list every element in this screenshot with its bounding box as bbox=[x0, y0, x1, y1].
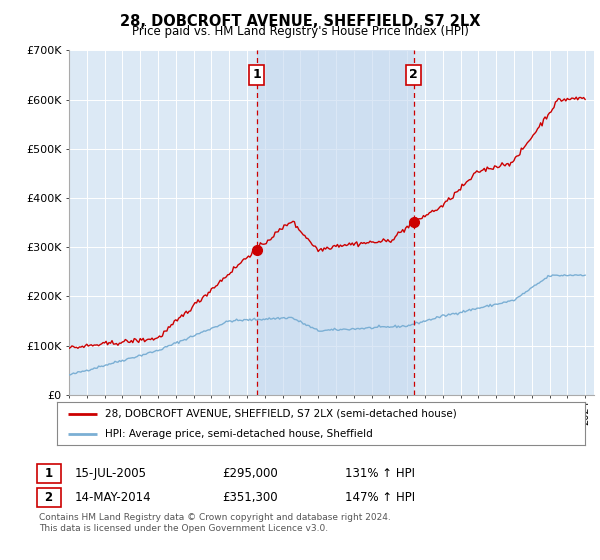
Text: 2: 2 bbox=[409, 68, 418, 82]
Text: Price paid vs. HM Land Registry's House Price Index (HPI): Price paid vs. HM Land Registry's House … bbox=[131, 25, 469, 38]
Text: HPI: Average price, semi-detached house, Sheffield: HPI: Average price, semi-detached house,… bbox=[104, 430, 372, 439]
Text: 1: 1 bbox=[252, 68, 261, 82]
Text: Contains HM Land Registry data © Crown copyright and database right 2024.: Contains HM Land Registry data © Crown c… bbox=[39, 513, 391, 522]
Text: £351,300: £351,300 bbox=[222, 491, 278, 504]
Text: 28, DOBCROFT AVENUE, SHEFFIELD, S7 2LX (semi-detached house): 28, DOBCROFT AVENUE, SHEFFIELD, S7 2LX (… bbox=[104, 409, 456, 419]
Text: 14-MAY-2014: 14-MAY-2014 bbox=[75, 491, 152, 504]
Text: 147% ↑ HPI: 147% ↑ HPI bbox=[345, 491, 415, 504]
Text: 131% ↑ HPI: 131% ↑ HPI bbox=[345, 466, 415, 480]
Bar bbox=[257, 50, 414, 395]
Text: 28, DOBCROFT AVENUE, SHEFFIELD, S7 2LX: 28, DOBCROFT AVENUE, SHEFFIELD, S7 2LX bbox=[120, 14, 480, 29]
Text: 1: 1 bbox=[44, 466, 53, 480]
Text: £295,000: £295,000 bbox=[222, 466, 278, 480]
Text: 2: 2 bbox=[44, 491, 53, 504]
Text: 15-JUL-2005: 15-JUL-2005 bbox=[75, 466, 147, 480]
Text: This data is licensed under the Open Government Licence v3.0.: This data is licensed under the Open Gov… bbox=[39, 524, 328, 533]
